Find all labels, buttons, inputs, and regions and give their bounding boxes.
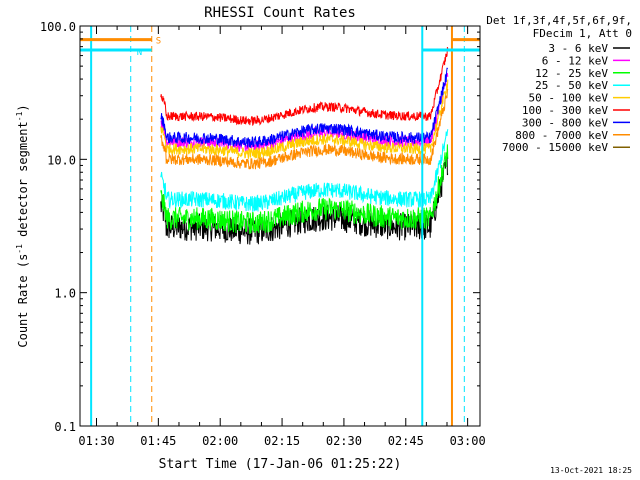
flag-label: S bbox=[156, 37, 161, 47]
flag-label: N bbox=[137, 48, 142, 58]
legend-label: 50 - 100 keV bbox=[529, 92, 609, 105]
legend-header-line-2: FDecim 1, Att 0 bbox=[533, 27, 632, 40]
x-tick-label: 02:15 bbox=[264, 434, 300, 448]
legend-label: 6 - 12 keV bbox=[542, 54, 609, 67]
y-tick-label: 10.0 bbox=[47, 153, 76, 167]
footer-timestamp: 13-Oct-2021 18:25 bbox=[550, 466, 632, 475]
x-tick-label: 01:30 bbox=[78, 434, 114, 448]
x-tick-label: 03:00 bbox=[450, 434, 486, 448]
series-line-5 bbox=[160, 46, 449, 126]
plot-area: SN bbox=[80, 26, 480, 426]
legend: Det 1f,3f,4f,5f,6f,9f, FDecim 1, Att 0 3… bbox=[486, 14, 632, 154]
x-tick-label: 02:00 bbox=[202, 434, 238, 448]
y-axis-label: Count Rate (s-1 detector segment-1) bbox=[15, 104, 30, 347]
legend-header-line-1: Det 1f,3f,4f,5f,6f,9f, bbox=[486, 14, 632, 27]
x-axis-label: Start Time (17-Jan-06 01:25:22) bbox=[159, 457, 402, 472]
y-tick-label: 1.0 bbox=[54, 287, 76, 301]
series-line-3 bbox=[160, 129, 449, 212]
legend-label: 12 - 25 keV bbox=[535, 67, 608, 80]
y-tick-label: 100.0 bbox=[40, 20, 76, 34]
x-tick-label: 01:45 bbox=[140, 434, 176, 448]
series-line-6 bbox=[160, 67, 449, 148]
y-tick-label: 0.1 bbox=[54, 420, 76, 434]
series-line-2 bbox=[160, 144, 449, 235]
legend-label: 800 - 7000 keV bbox=[515, 129, 608, 142]
axes: 100.0 10.0 1.0 0.101:30 01:45 02:00 02:15 02:30… bbox=[40, 20, 486, 448]
series-line-7 bbox=[160, 88, 449, 170]
chart-title: RHESSI Count Rates bbox=[204, 5, 356, 21]
x-tick-label: 02:30 bbox=[326, 434, 362, 448]
series-line-4 bbox=[160, 79, 449, 160]
legend-label: 100 - 300 keV bbox=[522, 104, 608, 117]
legend-label: 3 - 6 keV bbox=[548, 42, 608, 55]
x-tick-label: 02:45 bbox=[388, 434, 424, 448]
legend-label: 300 - 800 keV bbox=[522, 116, 608, 129]
legend-label: 25 - 50 keV bbox=[535, 79, 608, 92]
plot-frame bbox=[79, 25, 481, 427]
legend-label: 7000 - 15000 keV bbox=[502, 141, 608, 154]
